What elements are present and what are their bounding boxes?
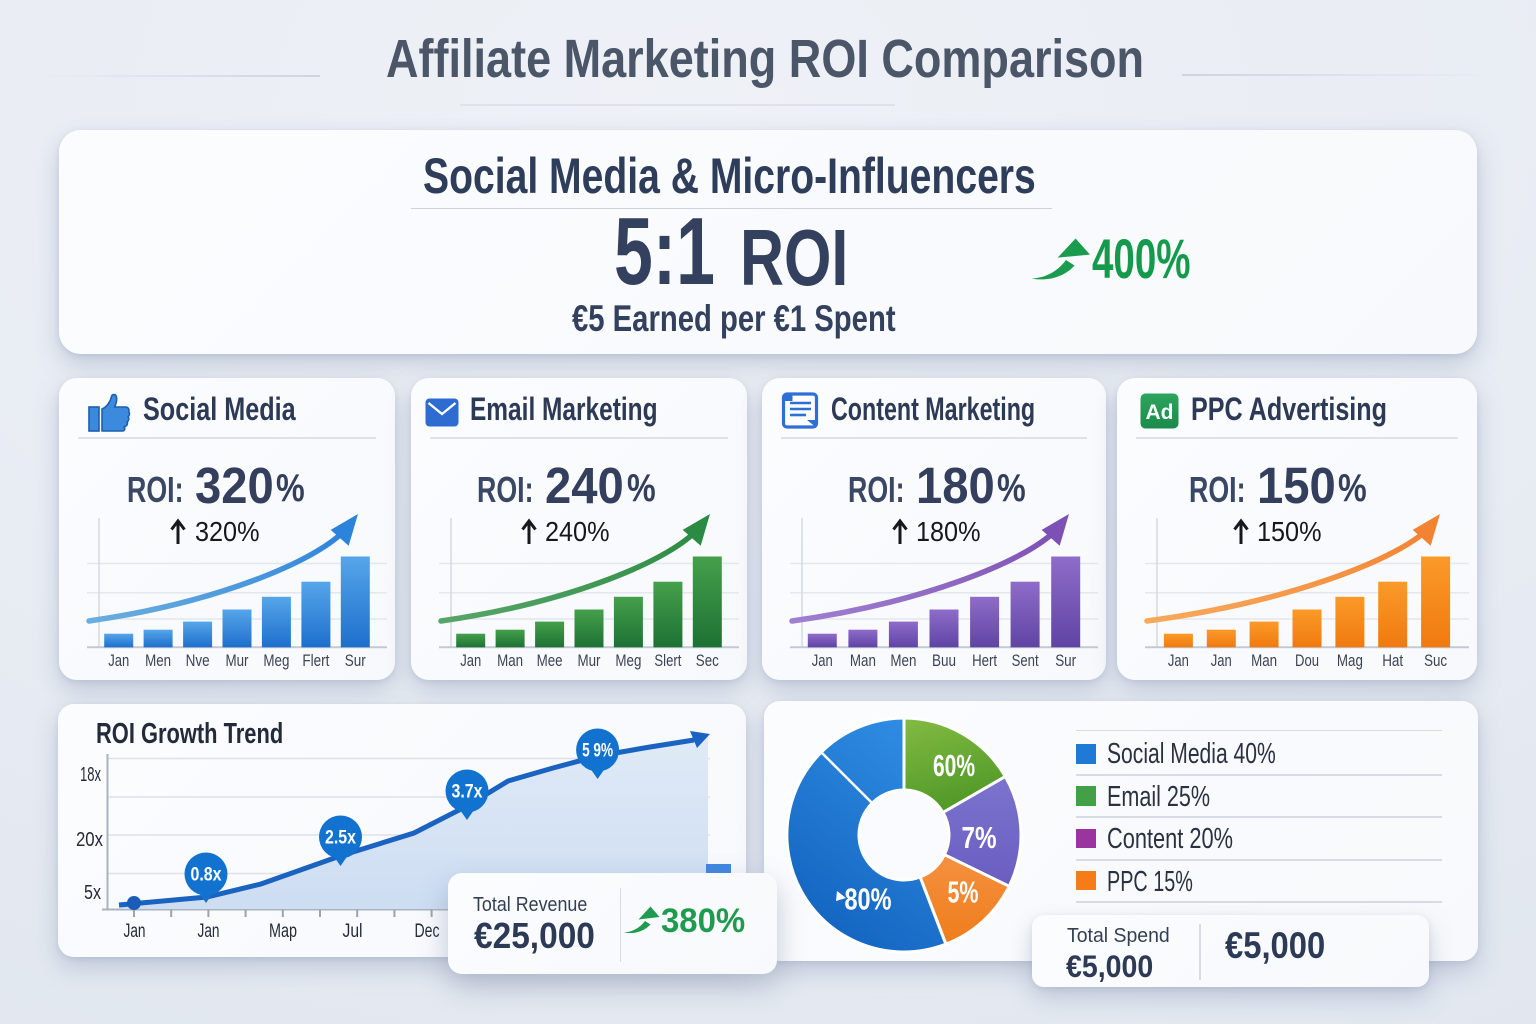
svg-text:5x: 5x <box>84 882 101 904</box>
svg-text:Man: Man <box>497 651 523 670</box>
svg-text:80%: 80% <box>845 882 892 917</box>
svg-text:Jan: Jan <box>812 651 833 670</box>
svg-text:18x: 18x <box>80 764 101 786</box>
svg-text:Mur: Mur <box>226 651 249 670</box>
svg-text:Mur: Mur <box>578 651 601 670</box>
svg-text:Sur: Sur <box>1055 651 1076 670</box>
svg-text:20x: 20x <box>76 829 103 851</box>
svg-text:2.5x: 2.5x <box>325 828 356 849</box>
svg-text:Meg: Meg <box>615 651 641 670</box>
svg-text:Hat: Hat <box>1382 651 1403 670</box>
svg-text:Buu: Buu <box>932 651 956 670</box>
svg-text:Men: Men <box>145 651 171 670</box>
svg-text:Jan: Jan <box>198 921 220 942</box>
svg-text:Suc: Suc <box>1424 651 1447 670</box>
svg-text:Nve: Nve <box>186 651 210 670</box>
svg-text:60%: 60% <box>933 748 975 783</box>
svg-text:Man: Man <box>1251 651 1277 670</box>
svg-text:3.7x: 3.7x <box>452 782 483 803</box>
svg-text:Mee: Mee <box>537 651 563 670</box>
svg-text:Jan: Jan <box>124 921 146 942</box>
svg-text:5%: 5% <box>948 875 979 910</box>
svg-text:Man: Man <box>850 651 876 670</box>
svg-text:Sent: Sent <box>1012 651 1039 670</box>
svg-text:Jan: Jan <box>108 651 129 670</box>
svg-text:Dec: Dec <box>415 921 440 942</box>
svg-text:Men: Men <box>890 651 916 670</box>
svg-text:Dou: Dou <box>1295 651 1319 670</box>
svg-text:5 9%: 5 9% <box>582 741 613 762</box>
svg-text:Flert: Flert <box>302 651 329 670</box>
svg-text:Meg: Meg <box>263 651 289 670</box>
svg-text:Jan: Jan <box>1168 651 1189 670</box>
svg-text:Ad: Ad <box>1146 401 1174 424</box>
svg-text:7%: 7% <box>962 820 997 855</box>
svg-text:0.8x: 0.8x <box>191 865 222 886</box>
svg-text:Jan: Jan <box>460 651 481 670</box>
svg-text:Jul: Jul <box>343 921 363 942</box>
svg-text:Sec: Sec <box>696 651 719 670</box>
svg-text:Map: Map <box>269 921 297 942</box>
svg-text:Sur: Sur <box>345 651 366 670</box>
svg-text:Jan: Jan <box>1211 651 1232 670</box>
svg-text:Hert: Hert <box>972 651 997 670</box>
svg-text:Slert: Slert <box>654 651 681 670</box>
svg-text:Mag: Mag <box>1337 651 1363 670</box>
